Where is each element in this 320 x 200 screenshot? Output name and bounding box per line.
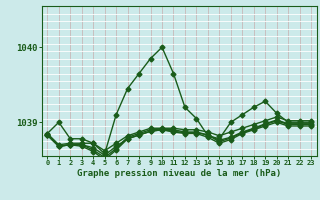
X-axis label: Graphe pression niveau de la mer (hPa): Graphe pression niveau de la mer (hPa): [77, 169, 281, 178]
